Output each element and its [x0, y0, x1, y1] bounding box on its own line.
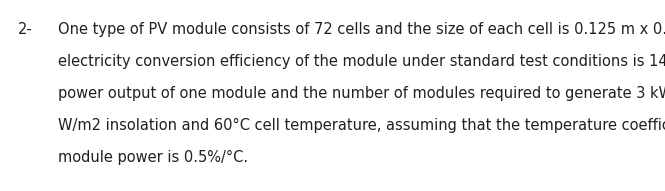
Text: electricity conversion efficiency of the module under standard test conditions i: electricity conversion efficiency of the…: [58, 54, 665, 69]
Text: module power is 0.5%/°C.: module power is 0.5%/°C.: [58, 150, 248, 165]
Text: W/m2 insolation and 60°C cell temperature, assuming that the temperature coeffic: W/m2 insolation and 60°C cell temperatur…: [58, 118, 665, 133]
Text: power output of one module and the number of modules required to generate 3 kW p: power output of one module and the numbe…: [58, 86, 665, 101]
Text: 2-: 2-: [18, 22, 33, 37]
Text: One type of PV module consists of 72 cells and the size of each cell is 0.125 m : One type of PV module consists of 72 cel…: [58, 22, 665, 37]
